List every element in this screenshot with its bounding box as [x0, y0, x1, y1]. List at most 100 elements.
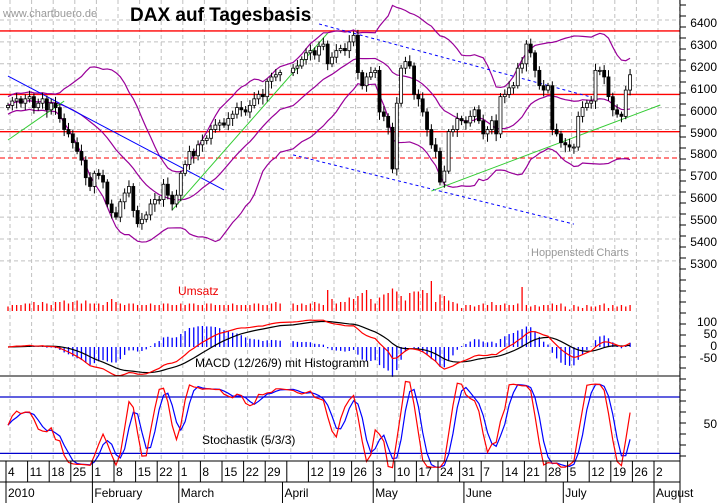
- candle: [507, 87, 512, 95]
- candle: [481, 120, 486, 135]
- macd-tick-label: 0: [710, 339, 717, 353]
- candle: [563, 142, 568, 146]
- candle: [152, 199, 157, 205]
- candle: [66, 129, 71, 135]
- candle: [623, 89, 628, 117]
- day-tick-label: 28: [548, 465, 562, 479]
- candle: [325, 43, 330, 65]
- candle: [628, 74, 632, 91]
- candle: [567, 144, 572, 148]
- candle: [317, 45, 321, 56]
- candle: [273, 74, 278, 78]
- candle: [502, 94, 507, 98]
- candle: [127, 186, 131, 194]
- volume-label: Umsatz: [178, 284, 219, 298]
- month-tick-label: June: [465, 486, 492, 500]
- candle: [377, 69, 382, 113]
- candle: [6, 105, 10, 109]
- candle: [27, 96, 32, 100]
- macd-signal-line: [7, 320, 631, 374]
- day-tick-label: 11: [29, 465, 43, 479]
- candle: [291, 67, 296, 73]
- candle: [105, 181, 110, 205]
- trendline-down: [293, 154, 575, 225]
- candle: [546, 85, 550, 91]
- candle: [295, 65, 300, 69]
- day-tick-label: 1: [180, 465, 188, 479]
- candle: [222, 122, 226, 126]
- candle: [468, 115, 473, 124]
- candle: [217, 122, 222, 126]
- candle: [464, 120, 468, 124]
- price-tick-label: 5900: [690, 125, 717, 140]
- candle: [49, 102, 54, 111]
- candle: [200, 140, 205, 146]
- candle: [170, 194, 175, 205]
- candle: [576, 115, 581, 148]
- candle: [23, 98, 28, 104]
- price-tick-label: 6300: [690, 37, 717, 52]
- candle: [157, 199, 162, 201]
- day-tick-label: 4: [8, 465, 15, 479]
- candle: [533, 52, 537, 71]
- candle: [606, 76, 611, 98]
- candle: [174, 194, 179, 205]
- candle: [96, 172, 101, 176]
- candle: [356, 34, 360, 73]
- candle: [438, 150, 442, 183]
- candle: [524, 43, 529, 65]
- candle: [118, 201, 123, 218]
- candle: [338, 48, 343, 52]
- candle: [122, 192, 127, 203]
- candle: [494, 120, 499, 135]
- macd-label: MACD (12/26/9) mit Histogramm: [195, 356, 370, 370]
- candle: [584, 102, 589, 109]
- day-tick-label: 8: [202, 465, 210, 479]
- candle: [351, 34, 356, 43]
- chart-title: DAX auf Tagesbasis: [130, 5, 312, 26]
- candle: [442, 170, 447, 183]
- day-tick-label: 29: [267, 465, 281, 479]
- stoch-tick-label: 50: [703, 417, 717, 432]
- candle: [19, 98, 23, 104]
- day-tick-label: 24: [440, 465, 454, 479]
- day-tick-label: 21: [526, 465, 540, 479]
- candle: [79, 150, 84, 161]
- candle: [321, 43, 326, 47]
- candle: [399, 67, 404, 104]
- price-tick-label: 5600: [690, 191, 717, 206]
- month-tick-label: May: [375, 486, 398, 500]
- day-tick-label: 10: [396, 465, 411, 479]
- price-tick-label: 6200: [690, 59, 717, 74]
- candle: [260, 94, 265, 98]
- watermark-site: www.chartbuero.de: [3, 8, 98, 20]
- candle: [235, 107, 239, 115]
- candle: [520, 63, 524, 69]
- day-tick-label: 2: [656, 465, 663, 479]
- day-tick-label: 14: [504, 465, 519, 479]
- day-tick-label: 17: [418, 465, 432, 479]
- candle: [528, 43, 533, 54]
- candle: [88, 177, 92, 187]
- price-tick-label: 6100: [690, 81, 717, 96]
- day-tick-label: 25: [72, 465, 87, 479]
- candle: [209, 129, 213, 139]
- candle: [75, 142, 80, 152]
- day-tick-label: 26: [634, 465, 648, 479]
- macd-tick-label: 50: [703, 327, 717, 341]
- candle: [334, 50, 339, 58]
- day-tick-label: 5: [569, 465, 577, 479]
- candle: [213, 124, 218, 130]
- month-tick-label: April: [284, 486, 309, 500]
- month-tick-label: August: [656, 486, 694, 500]
- candle: [57, 107, 62, 119]
- candle: [386, 115, 391, 128]
- candle: [70, 133, 75, 144]
- candle: [572, 146, 576, 149]
- day-tick-label: 22: [245, 465, 259, 479]
- day-tick-label: 15: [137, 465, 151, 479]
- candle: [485, 129, 490, 135]
- candle: [252, 98, 257, 106]
